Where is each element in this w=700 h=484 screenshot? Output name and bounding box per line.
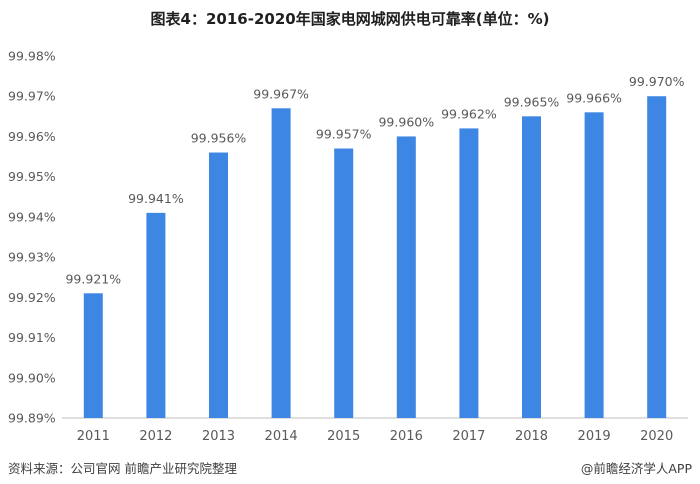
x-tick-label: 2017 xyxy=(452,429,485,444)
bar-2011 xyxy=(83,293,103,418)
x-tick-label: 2012 xyxy=(139,429,172,444)
data-label-2011: 99.921% xyxy=(65,271,121,286)
data-labels: 99.921% 99.941% 99.956% 99.967% 99.957% 99.96… xyxy=(65,74,684,286)
bar-2016 xyxy=(396,136,416,418)
y-tick-label: 99.95% xyxy=(8,169,56,184)
y-tick-label: 99.89% xyxy=(8,411,56,426)
x-tick-label: 2013 xyxy=(202,429,235,444)
chart-title: 图表4：2016-2020年国家电网城网供电可靠率(单位：%) xyxy=(150,10,550,28)
y-tick-label: 99.96% xyxy=(8,129,56,144)
x-tick-label: 2011 xyxy=(77,429,110,444)
bar-2013 xyxy=(209,152,228,419)
bars xyxy=(83,96,667,419)
data-label-2017: 99.962% xyxy=(441,106,497,121)
bar-2017 xyxy=(459,128,479,418)
data-label-2018: 99.965% xyxy=(504,94,560,109)
bar-2012 xyxy=(146,212,166,418)
bar-2020 xyxy=(647,96,667,418)
data-label-2019: 99.966% xyxy=(566,90,622,105)
x-tick-label: 2014 xyxy=(265,429,298,444)
y-tick-label: 99.93% xyxy=(8,250,56,265)
bar-2015 xyxy=(334,148,354,418)
source-note: 资料来源：公司官网 前瞻产业研究院整理 xyxy=(8,461,237,476)
credit-note: @前瞻经济学人APP xyxy=(580,461,692,476)
data-label-2016: 99.960% xyxy=(378,114,434,129)
y-tick-label: 99.98% xyxy=(8,49,56,64)
data-label-2012: 99.941% xyxy=(128,191,184,206)
y-tick-label: 99.91% xyxy=(8,330,56,345)
x-tick-label: 2015 xyxy=(327,429,360,444)
bar-2014 xyxy=(271,108,291,419)
y-tick-label: 99.97% xyxy=(8,89,56,104)
x-tick-label: 2019 xyxy=(578,429,611,444)
x-tick-label: 2016 xyxy=(390,429,423,444)
y-tick-label: 99.90% xyxy=(8,370,56,385)
x-tick-label: 2018 xyxy=(515,429,548,444)
bar-2019 xyxy=(584,112,604,419)
bar-2018 xyxy=(522,116,541,418)
y-tick-label: 99.94% xyxy=(8,209,56,224)
data-label-2014: 99.967% xyxy=(253,86,309,101)
y-tick-label: 99.92% xyxy=(8,290,56,305)
y-axis-ticks: 99.98% 99.97% 99.96% 99.95% 99.94% 99.93% 99.9… xyxy=(8,49,56,426)
x-axis-ticks: 2011 2012 2013 2014 2015 2016 2017 2018 2019 2020 xyxy=(77,429,673,444)
x-tick-label: 2020 xyxy=(640,429,673,444)
data-label-2020: 99.970% xyxy=(629,74,685,89)
data-label-2015: 99.957% xyxy=(316,127,372,142)
data-label-2013: 99.956% xyxy=(191,131,247,146)
